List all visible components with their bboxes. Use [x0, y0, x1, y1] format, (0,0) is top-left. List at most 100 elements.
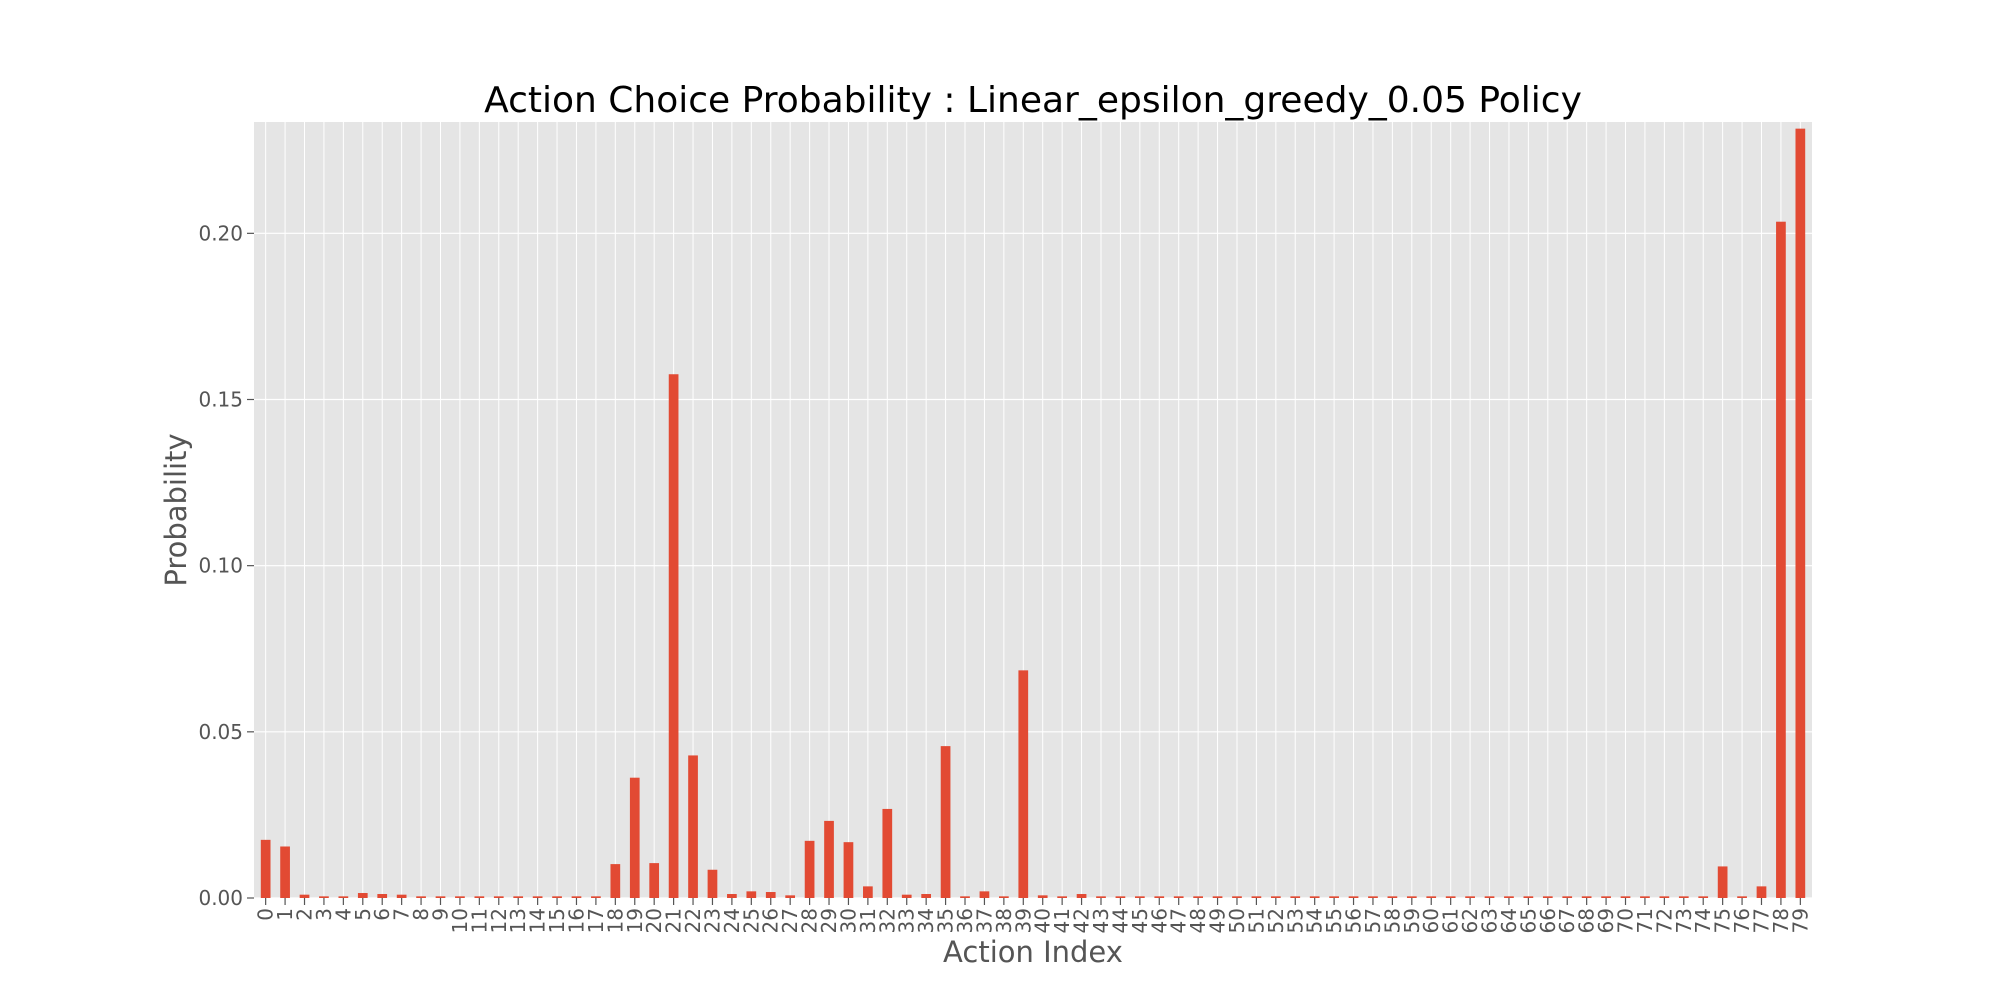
x-tick-label: 1	[273, 908, 297, 921]
bar-action-62	[1465, 896, 1475, 898]
x-tick-label: 40	[1031, 908, 1055, 933]
bar-action-19	[629, 777, 640, 898]
x-tick-label: 47	[1167, 908, 1191, 933]
x-tick-label: 65	[1516, 908, 1540, 933]
bar-action-7	[396, 894, 407, 898]
x-tick-label: 17	[584, 908, 608, 933]
x-tick-label: 3	[312, 908, 336, 921]
x-tick-label: 35	[934, 908, 958, 933]
x-tick-label: 8	[409, 908, 433, 921]
bar-action-12	[493, 896, 504, 898]
x-tick-label: 44	[1108, 908, 1132, 933]
bar-action-13	[513, 896, 524, 898]
x-tick-label: 61	[1439, 908, 1463, 933]
bar-action-51	[1251, 896, 1262, 898]
bar-action-6	[377, 894, 388, 898]
x-tick-label: 49	[1206, 908, 1230, 933]
x-tick-label: 32	[875, 908, 899, 933]
x-tick-label: 55	[1322, 908, 1346, 933]
x-tick-label: 23	[700, 908, 724, 933]
bar-action-20	[649, 863, 660, 898]
x-tick-label: 53	[1283, 908, 1307, 933]
x-tick-label: 51	[1244, 908, 1268, 933]
x-tick-label: 41	[1050, 908, 1074, 933]
bar-action-21	[668, 374, 679, 898]
bar-action-10	[455, 896, 465, 898]
bar-action-11	[474, 896, 485, 898]
y-tick-label: 0.20	[198, 221, 243, 245]
x-tick-label: 36	[953, 908, 977, 933]
bar-action-14	[532, 896, 543, 898]
bar-action-59	[1406, 896, 1417, 898]
bar-action-63	[1484, 896, 1495, 898]
x-tick-label: 26	[759, 908, 783, 933]
bar-action-33	[901, 894, 912, 898]
x-tick-label: 38	[992, 908, 1016, 933]
x-tick-label: 39	[1011, 908, 1035, 933]
bar-action-69	[1601, 896, 1611, 898]
x-tick-label: 25	[739, 908, 763, 933]
bar-action-9	[435, 896, 446, 898]
x-tick-label: 54	[1303, 908, 1327, 933]
bar-action-52	[1270, 896, 1281, 898]
x-tick-label: 22	[681, 908, 705, 933]
x-tick-label: 69	[1594, 908, 1618, 933]
bar-action-27	[785, 895, 796, 898]
bar-action-78	[1776, 221, 1786, 899]
bar-action-38	[999, 896, 1009, 898]
x-tick-label: 75	[1711, 908, 1735, 933]
bar-action-23	[707, 869, 718, 898]
x-tick-label: 16	[564, 908, 588, 933]
bar-action-36	[960, 896, 970, 898]
y-tick-label: 0.00	[198, 886, 243, 910]
x-tick-label: 56	[1342, 908, 1366, 933]
bar-action-71	[1640, 896, 1650, 898]
x-tick-label: 7	[390, 908, 414, 921]
x-axis-label: Action Index	[943, 935, 1123, 969]
x-tick-label: 43	[1089, 908, 1113, 933]
bar-action-8	[416, 896, 426, 898]
x-tick-label: 18	[603, 908, 627, 933]
plot-area	[254, 122, 1812, 898]
bar-action-43	[1096, 896, 1106, 898]
bar-action-67	[1562, 896, 1573, 898]
bar-action-70	[1620, 896, 1631, 898]
bar-action-5	[357, 893, 368, 898]
x-tick-label: 14	[526, 908, 550, 933]
bar-action-42	[1076, 894, 1087, 898]
bar-action-49	[1212, 896, 1223, 898]
bar-action-64	[1504, 896, 1514, 898]
x-tick-label: 24	[720, 908, 744, 933]
x-tick-label: 71	[1633, 908, 1657, 933]
x-tick-label: 2	[293, 908, 317, 921]
bar-action-45	[1134, 896, 1145, 898]
bar-action-55	[1329, 896, 1339, 898]
bar-action-18	[610, 864, 621, 898]
bar-action-29	[824, 820, 834, 898]
x-tick-label: 4	[331, 908, 355, 921]
x-tick-label: 59	[1400, 908, 1424, 933]
bar-action-1	[280, 846, 290, 898]
x-tick-label: 62	[1458, 908, 1482, 933]
bar-action-3	[319, 896, 329, 898]
x-tick-label: 37	[972, 908, 996, 933]
bar-action-60	[1426, 896, 1437, 898]
bar-action-26	[765, 892, 776, 898]
bar-action-24	[727, 894, 737, 898]
bar-action-35	[940, 746, 951, 898]
x-tick-label: 46	[1147, 908, 1171, 933]
x-tick-label: 77	[1749, 908, 1773, 933]
x-axis-ticks: 0123456789101112131415161718192021222324…	[254, 898, 1812, 933]
bar-action-17	[591, 896, 601, 898]
bar-action-39	[1018, 670, 1029, 898]
x-tick-label: 78	[1769, 908, 1793, 933]
x-tick-label: 5	[351, 908, 375, 921]
x-tick-label: 52	[1264, 908, 1288, 933]
bar-action-65	[1523, 896, 1534, 898]
bar-action-56	[1348, 896, 1359, 898]
bar-action-4	[338, 896, 349, 898]
bar-action-72	[1659, 896, 1670, 898]
x-tick-label: 11	[467, 908, 491, 933]
bar-action-57	[1368, 896, 1378, 898]
